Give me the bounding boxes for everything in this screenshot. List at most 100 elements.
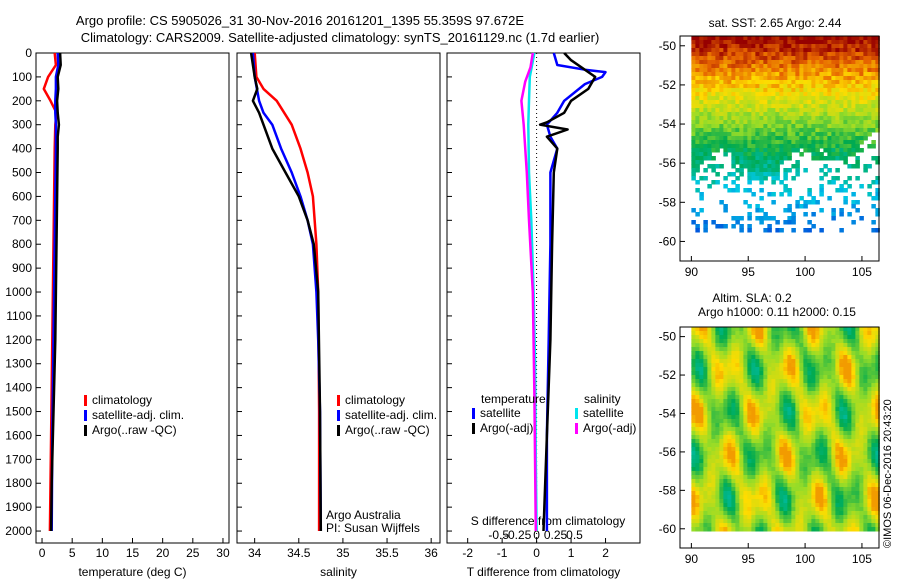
map-cell xyxy=(847,120,852,125)
map-cell xyxy=(703,483,708,488)
map-cell xyxy=(775,335,780,340)
map-cell xyxy=(843,92,848,97)
map-cell xyxy=(843,84,848,89)
map-cell xyxy=(695,327,700,332)
map-cell xyxy=(715,383,720,388)
map-cell xyxy=(871,339,876,344)
map-cell xyxy=(751,439,756,444)
map-cell xyxy=(711,120,716,125)
map-cell xyxy=(715,463,720,468)
map-cell xyxy=(715,431,720,436)
map-cell xyxy=(751,511,756,516)
map-cell xyxy=(823,156,828,161)
map-cell xyxy=(867,84,872,89)
s-tick-label: 0.25 xyxy=(544,528,568,542)
map-cell xyxy=(699,391,704,396)
map-cell xyxy=(691,427,696,432)
map-cell xyxy=(791,515,796,520)
map-cell xyxy=(835,479,840,484)
map-cell xyxy=(755,423,760,428)
map-cell xyxy=(743,84,748,89)
map-cell xyxy=(727,172,732,177)
map-cell xyxy=(775,491,780,496)
map-cell xyxy=(739,44,744,49)
map-cell xyxy=(771,343,776,348)
map-cell xyxy=(723,471,728,476)
map-cell xyxy=(823,164,828,169)
map-cell xyxy=(819,144,824,149)
map-cell xyxy=(855,164,860,169)
map-cell xyxy=(855,120,860,125)
map-cell xyxy=(875,128,880,133)
map-cell xyxy=(715,44,720,49)
map-cell xyxy=(695,160,700,165)
map-cell xyxy=(759,527,764,532)
map-cell xyxy=(835,120,840,125)
map-cell xyxy=(791,327,796,332)
map-cell xyxy=(743,148,748,153)
map-cell xyxy=(855,487,860,492)
map-cell xyxy=(779,64,784,69)
map-cell xyxy=(807,116,812,121)
map-cell xyxy=(739,423,744,428)
map-cell xyxy=(843,152,848,157)
map-cell xyxy=(863,112,868,117)
map-cell xyxy=(735,387,740,392)
map-cell xyxy=(867,92,872,97)
map-cell xyxy=(743,487,748,492)
map-cell xyxy=(703,132,708,137)
map-cell xyxy=(863,116,868,121)
map-cell xyxy=(691,407,696,412)
map-cell xyxy=(743,76,748,81)
map-cell xyxy=(839,92,844,97)
map-cell xyxy=(859,52,864,57)
map-cell xyxy=(823,36,828,41)
map-cell xyxy=(791,423,796,428)
map-cell xyxy=(695,168,700,173)
map-cell xyxy=(875,435,880,440)
map-cell xyxy=(799,359,804,364)
map-cell xyxy=(815,519,820,524)
map-cell xyxy=(827,76,832,81)
map-cell xyxy=(751,80,756,85)
map-cell xyxy=(735,499,740,504)
map-cell xyxy=(859,451,864,456)
map-cell xyxy=(835,391,840,396)
map-cell xyxy=(735,335,740,340)
map-cell xyxy=(699,435,704,440)
map-cell xyxy=(695,407,700,412)
map-cell xyxy=(795,367,800,372)
map-cell xyxy=(835,80,840,85)
map-cell xyxy=(827,415,832,420)
map-cell xyxy=(811,136,816,141)
map-cell xyxy=(771,459,776,464)
map-cell xyxy=(823,479,828,484)
map-cell xyxy=(767,383,772,388)
map-cell xyxy=(759,220,764,225)
map-cell xyxy=(799,92,804,97)
map-cell xyxy=(811,200,816,205)
map-cell xyxy=(787,435,792,440)
map-cell xyxy=(727,327,732,332)
map-cell xyxy=(747,212,752,217)
map-cell xyxy=(823,383,828,388)
map-cell xyxy=(763,351,768,356)
map-cell xyxy=(743,68,748,73)
map-cell xyxy=(731,216,736,221)
map-cell xyxy=(699,208,704,213)
map-cell xyxy=(855,343,860,348)
map-cell xyxy=(775,367,780,372)
map-cell xyxy=(815,351,820,356)
map-cell xyxy=(731,391,736,396)
map-cell xyxy=(731,491,736,496)
map-cell xyxy=(859,40,864,45)
map-cell xyxy=(839,499,844,504)
map-cell xyxy=(863,52,868,57)
map-cell xyxy=(747,359,752,364)
map-cell xyxy=(843,60,848,65)
map-cell xyxy=(831,180,836,185)
map-cell xyxy=(727,347,732,352)
map-cell xyxy=(823,96,828,101)
map-cell xyxy=(779,491,784,496)
map-cell xyxy=(831,447,836,452)
